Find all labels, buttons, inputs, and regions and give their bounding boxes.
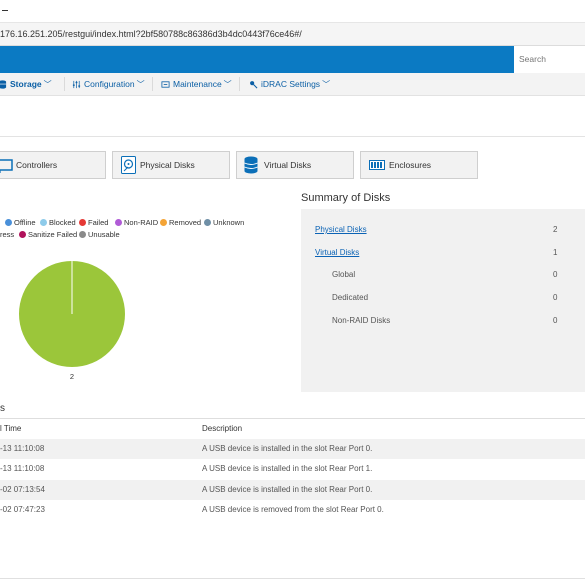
event-time: -13 11:10:08 [0,444,45,453]
legend-swatch [204,219,211,227]
legend-swatch [115,219,122,227]
nav-item-maintenance[interactable]: Maintenance ﹀ [161,73,232,95]
legend-label: Blocked [49,218,76,227]
legend-label: Unusable [88,230,120,239]
legend-item-unknown: Unknown [204,218,244,227]
tile-label: Virtual Disks [264,160,312,170]
chevron-down-icon: ﹀ [223,80,232,89]
legend-swatch [79,231,86,239]
legend-swatch [5,219,12,227]
legend-swatch [19,231,26,239]
enclosures-button[interactable]: Enclosures [360,151,478,179]
table-row: -02 07:13:54 A USB device is installed i… [0,480,585,500]
legend-swatch [79,219,86,227]
maintenance-icon [161,81,170,88]
pie-data-label: 2 [70,372,74,381]
section-divider [0,136,585,137]
event-description: A USB device is installed in the slot Re… [202,444,373,453]
summary-label: Non-RAID Disks [332,316,391,325]
enclosure-icon [369,160,385,170]
legend-label: Failed [88,218,109,227]
events-table-header: l Time Description [0,418,585,440]
summary-label: Dedicated [332,293,369,302]
table-row: -13 11:10:08 A USB device is installed i… [0,439,585,459]
physical-disks-button[interactable]: Physical Disks [112,151,230,179]
legend-label: Unknown [213,218,245,227]
table-row: -02 07:47:23 A USB device is removed fro… [0,500,585,520]
event-time: -13 11:10:08 [0,464,45,473]
summary-value: 0 [553,293,558,302]
legend-label: Offline [14,218,36,227]
main-nav: Storage ﹀ Configuration ﹀ Maintenance ﹀ iDR… [0,73,585,96]
summary-title: Summary of Disks [301,192,391,204]
legend-item-unusable: Unusable [79,230,120,239]
browser-titlebar [0,0,585,23]
virtual-disks-button[interactable]: Virtual Disks [236,151,354,179]
legend-item-non-raid: Non-RAID [115,218,158,227]
legend-swatch [160,219,167,227]
event-description: A USB device is installed in the slot Re… [202,485,373,494]
summary-value: 1 [553,248,558,257]
event-time: -02 07:13:54 [0,485,45,494]
physical-disk-icon [121,156,136,174]
event-time: -02 07:47:23 [0,505,45,514]
physical-disks-link[interactable]: Physical Disks [315,225,367,234]
events-title: s [0,403,5,414]
event-description: A USB device is installed in the slot Re… [202,464,373,473]
summary-value: 0 [553,316,558,325]
summary-value: 2 [553,225,558,234]
nav-item-label: Configuration [84,79,135,89]
legend-item-removed: Removed [160,218,201,227]
legend-item-sanitize-failed: Sanitize Failed [19,230,77,239]
virtual-disk-icon [244,156,258,174]
tile-label: Enclosures [389,160,432,170]
legend-swatch [40,219,47,227]
footer-divider [0,578,585,579]
legend-item-in-progress: ress [0,230,14,239]
legend-label: Removed [169,218,202,227]
chevron-down-icon: ﹀ [322,80,331,89]
nav-divider [64,77,65,91]
nav-item-label: Storage [10,79,42,89]
legend-item-offline: Offline [5,218,36,227]
event-description: A USB device is removed from the slot Re… [202,505,384,514]
table-row: -13 11:10:08 A USB device is installed i… [0,459,585,479]
chevron-down-icon: ﹀ [136,80,145,89]
search-input[interactable] [514,46,585,73]
chevron-down-icon: ﹀ [43,80,52,89]
nav-item-storage[interactable]: Storage ﹀ [0,73,52,95]
legend-item-blocked: Blocked [40,218,76,227]
summary-label: Global [332,270,356,279]
controllers-button[interactable]: Controllers [0,151,106,179]
nav-item-label: Maintenance [173,79,222,89]
address-bar[interactable]: 176.16.251.205/restgui/index.html?2bf580… [0,23,585,46]
app-header [0,46,585,73]
key-icon [250,81,258,89]
tile-label: Physical Disks [140,160,195,170]
nav-item-idrac-settings[interactable]: iDRAC Settings ﹀ [249,73,330,95]
tile-label: Controllers [16,160,58,170]
legend-label: Non-RAID [124,218,159,227]
virtual-disks-link[interactable]: Virtual Disks [315,248,360,257]
column-header-time[interactable]: l Time [0,424,22,433]
summary-value: 0 [553,270,558,279]
nav-item-label: iDRAC Settings [261,79,321,89]
disk-status-pie-chart: 2 [19,261,125,381]
minimize-icon[interactable] [2,10,8,11]
legend-item-failed: Failed [79,218,108,227]
nav-item-configuration[interactable]: Configuration ﹀ [72,73,145,95]
sliders-icon [72,81,81,89]
nav-divider [239,77,240,91]
storage-icon [0,80,7,89]
column-header-description[interactable]: Description [202,424,243,433]
legend-label: Sanitize Failed [28,230,78,239]
legend-label: ress [0,230,15,239]
controller-icon [0,159,13,173]
nav-divider [152,77,153,91]
address-bar-url: 176.16.251.205/restgui/index.html?2bf580… [0,29,302,39]
summary-panel: Physical Disks 2 Virtual Disks 1 Global … [301,209,585,392]
